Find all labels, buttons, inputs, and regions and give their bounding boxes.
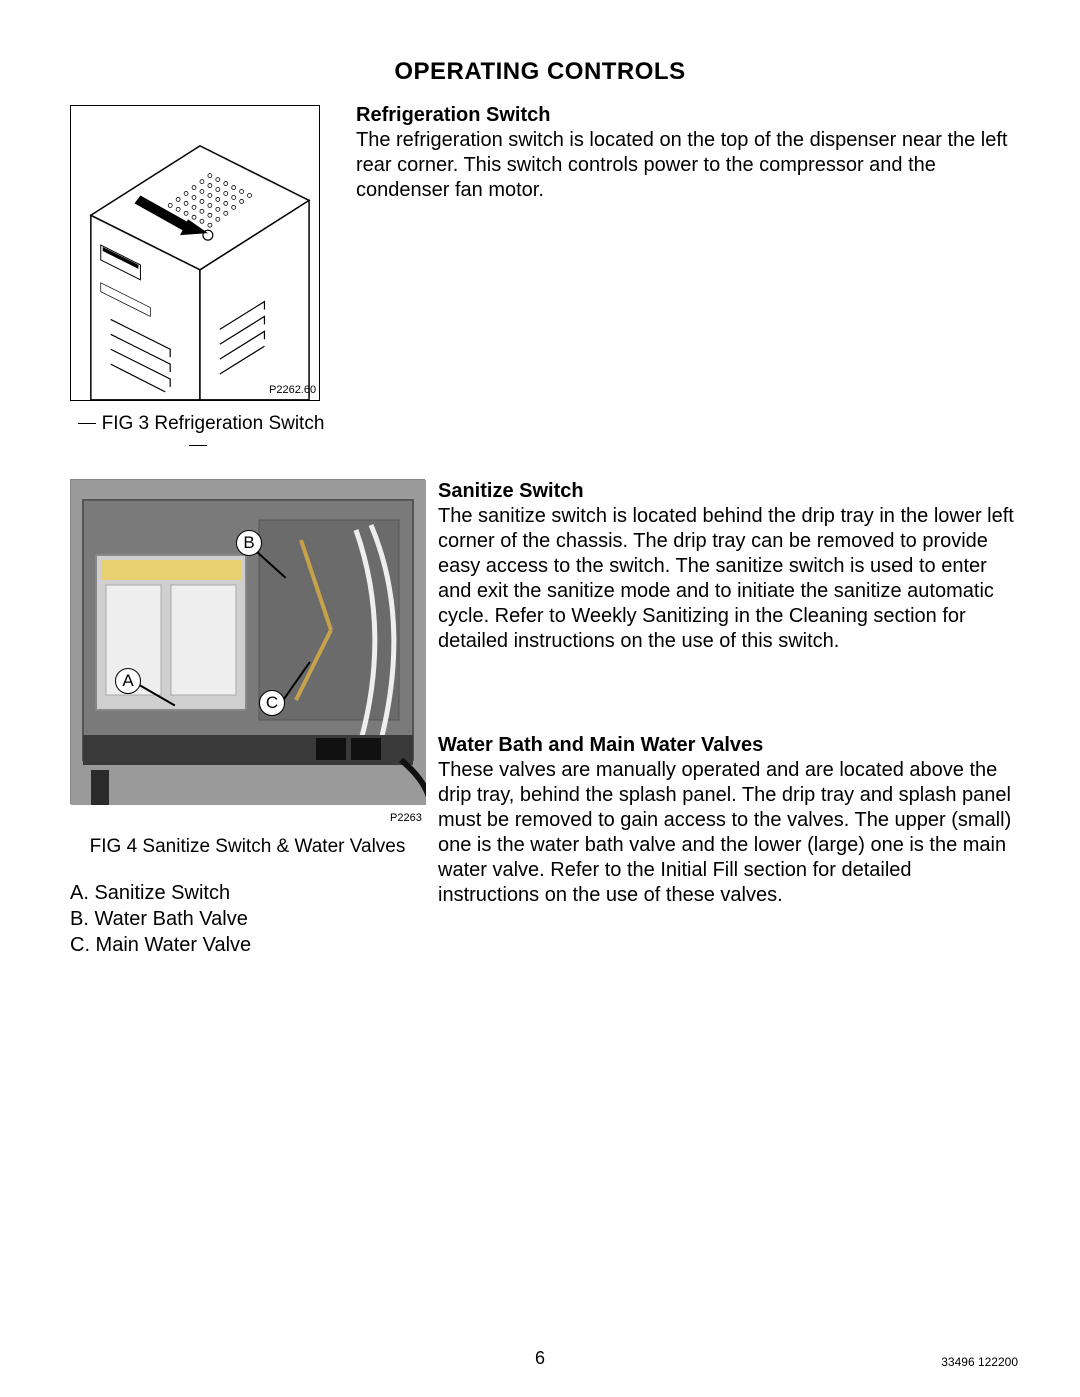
figure-2-caption: FIG 4 Sanitize Switch & Water Valves <box>70 836 425 858</box>
page-number: 6 <box>0 1348 1080 1369</box>
section-sanitize-heading: Sanitize Switch <box>438 480 584 503</box>
callout-c: C <box>259 690 285 716</box>
manual-page: OPERATING CONTROLS <box>0 0 1080 1397</box>
figure-1-ref: P2262.60 <box>269 384 316 396</box>
dispenser-drawing-icon <box>71 106 319 400</box>
page-title: OPERATING CONTROLS <box>0 58 1080 86</box>
document-id: 33496 122200 <box>941 1355 1018 1369</box>
legend-item-b: B. Water Bath Valve <box>70 906 251 932</box>
callout-a: A <box>115 668 141 694</box>
legend-item-c: C. Main Water Valve <box>70 932 251 958</box>
figure-1-caption: FIG 3 Refrigeration Switch <box>62 413 334 457</box>
chassis-photo-icon <box>71 480 426 805</box>
section-valves-heading: Water Bath and Main Water Valves <box>438 734 763 757</box>
figure-refrigeration-switch <box>70 105 320 401</box>
figure-2-ref: P2263 <box>390 812 422 824</box>
section-refrigeration-body: The refrigeration switch is located on t… <box>356 128 1016 203</box>
section-sanitize-body: The sanitize switch is located behind th… <box>438 504 1014 654</box>
legend-item-a: A. Sanitize Switch <box>70 880 251 906</box>
figure-2-legend: A. Sanitize Switch B. Water Bath Valve C… <box>70 880 251 958</box>
figure-sanitize-switch: B A C <box>70 479 425 804</box>
section-valves-body: These valves are manually operated and a… <box>438 758 1018 908</box>
callout-b: B <box>236 530 262 556</box>
section-refrigeration-heading: Refrigeration Switch <box>356 104 550 127</box>
